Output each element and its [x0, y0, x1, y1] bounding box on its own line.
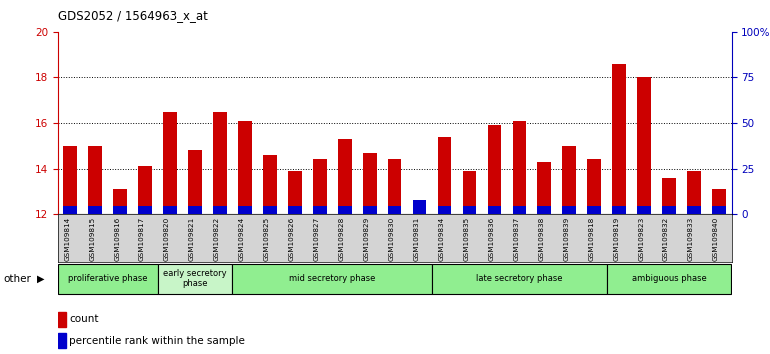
Bar [607, 264, 731, 294]
Text: GSM109814: GSM109814 [64, 217, 70, 261]
Text: proliferative phase: proliferative phase [68, 274, 147, 283]
Bar [712, 206, 726, 214]
Bar [188, 150, 202, 214]
Bar [338, 139, 352, 214]
Bar [288, 171, 302, 214]
Bar [238, 121, 252, 214]
Bar [562, 146, 576, 214]
Bar [612, 64, 626, 214]
Bar [363, 153, 377, 214]
Bar [712, 189, 726, 214]
Bar [233, 264, 432, 294]
Text: GSM109820: GSM109820 [164, 217, 170, 261]
Text: GSM109833: GSM109833 [688, 217, 694, 261]
Text: ambiguous phase: ambiguous phase [631, 274, 707, 283]
Bar [463, 206, 477, 214]
Text: early secretory
phase: early secretory phase [163, 269, 227, 289]
Bar [437, 206, 451, 214]
Bar [58, 312, 66, 327]
Bar [263, 206, 276, 214]
Bar [612, 206, 626, 214]
Bar [687, 206, 701, 214]
Bar [588, 206, 601, 214]
Bar [313, 206, 326, 214]
Bar [513, 121, 526, 214]
Bar [638, 206, 651, 214]
Bar [139, 206, 152, 214]
Text: GSM109822: GSM109822 [214, 217, 220, 261]
Bar [158, 264, 233, 294]
Bar [58, 333, 66, 348]
Text: GSM109821: GSM109821 [189, 217, 195, 261]
Bar [437, 137, 451, 214]
Bar [388, 159, 401, 214]
Text: GSM109830: GSM109830 [389, 217, 394, 261]
Text: mid secretory phase: mid secretory phase [289, 274, 376, 283]
Bar [139, 166, 152, 214]
Bar [363, 206, 377, 214]
Bar [537, 206, 551, 214]
Bar [213, 112, 227, 214]
Bar [487, 206, 501, 214]
Bar [588, 159, 601, 214]
Bar [537, 162, 551, 214]
Bar [662, 206, 676, 214]
Text: GSM109838: GSM109838 [538, 217, 544, 261]
Bar [163, 112, 177, 214]
Text: GSM109835: GSM109835 [464, 217, 470, 261]
Text: GSM109837: GSM109837 [514, 217, 520, 261]
Text: GSM109818: GSM109818 [588, 217, 594, 261]
Text: GSM109826: GSM109826 [289, 217, 295, 261]
Bar [263, 155, 276, 214]
Bar [687, 171, 701, 214]
Text: GSM109828: GSM109828 [339, 217, 345, 261]
Bar [413, 205, 427, 214]
Bar [388, 206, 401, 214]
Bar [63, 146, 77, 214]
Text: GSM109825: GSM109825 [264, 217, 270, 261]
Text: GSM109840: GSM109840 [713, 217, 719, 261]
Text: GSM109839: GSM109839 [564, 217, 569, 261]
Text: GSM109834: GSM109834 [439, 217, 444, 261]
Text: GSM109836: GSM109836 [488, 217, 494, 261]
Text: other: other [4, 274, 32, 284]
Text: GSM109816: GSM109816 [114, 217, 120, 261]
Bar [63, 206, 77, 214]
Bar [89, 206, 102, 214]
Bar [113, 206, 127, 214]
Bar [413, 200, 427, 214]
Bar [188, 206, 202, 214]
Bar [213, 206, 227, 214]
Text: GSM109831: GSM109831 [413, 217, 420, 261]
Text: late secretory phase: late secretory phase [476, 274, 563, 283]
Text: GSM109817: GSM109817 [139, 217, 145, 261]
Bar [58, 264, 158, 294]
Bar [113, 189, 127, 214]
Text: count: count [69, 314, 99, 325]
Bar [163, 206, 177, 214]
Bar [89, 146, 102, 214]
Text: GSM109829: GSM109829 [363, 217, 370, 261]
Text: GSM109815: GSM109815 [89, 217, 95, 261]
Text: GDS2052 / 1564963_x_at: GDS2052 / 1564963_x_at [58, 9, 208, 22]
Bar [338, 206, 352, 214]
Bar [288, 206, 302, 214]
Bar [638, 78, 651, 214]
Bar [463, 171, 477, 214]
Text: GSM109827: GSM109827 [313, 217, 320, 261]
Bar [313, 159, 326, 214]
Bar [662, 178, 676, 214]
Bar [562, 206, 576, 214]
Text: GSM109819: GSM109819 [613, 217, 619, 261]
Text: GSM109832: GSM109832 [663, 217, 669, 261]
Bar [487, 125, 501, 214]
Text: GSM109823: GSM109823 [638, 217, 644, 261]
Text: GSM109824: GSM109824 [239, 217, 245, 261]
Bar [513, 206, 526, 214]
Text: percentile rank within the sample: percentile rank within the sample [69, 336, 245, 346]
Text: ▶: ▶ [37, 274, 45, 284]
Bar [238, 206, 252, 214]
Bar [432, 264, 607, 294]
